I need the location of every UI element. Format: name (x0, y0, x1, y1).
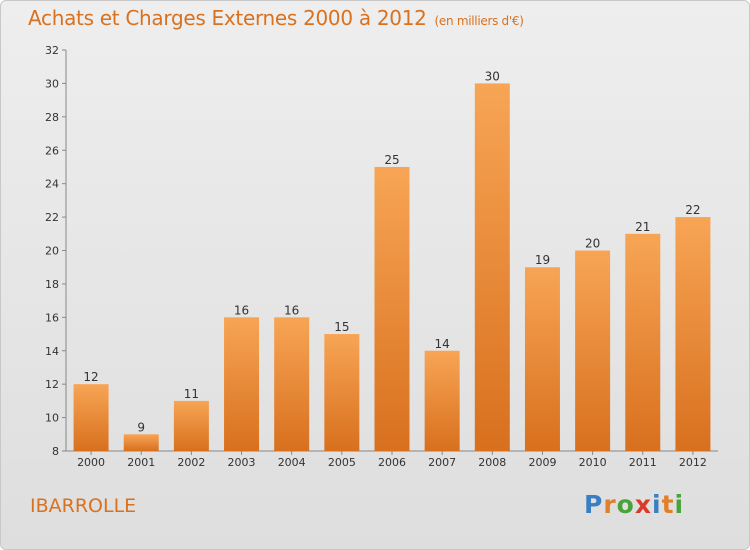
y-tick-label: 24 (45, 178, 59, 191)
bar (675, 217, 711, 451)
logo-letter: i (674, 490, 685, 519)
bar-value-label: 30 (485, 69, 500, 83)
bar (123, 434, 159, 451)
bar-value-label: 19 (535, 253, 550, 267)
x-tick-label: 2001 (127, 456, 155, 469)
y-tick-label: 20 (45, 245, 59, 258)
bar-value-label: 14 (435, 337, 450, 351)
logo-letter: r (603, 490, 617, 519)
bar (575, 250, 611, 451)
x-tick-label: 2002 (177, 456, 205, 469)
x-tick-label: 2005 (328, 456, 356, 469)
x-tick-label: 2012 (679, 456, 707, 469)
x-tick-label: 2011 (629, 456, 657, 469)
bar (324, 334, 360, 451)
chart-title-text: Achats et Charges Externes 2000 à 2012 (28, 6, 427, 30)
logo-letter: x (634, 490, 652, 519)
y-tick-label: 14 (45, 345, 59, 358)
bar (274, 317, 310, 451)
bar-value-label: 16 (284, 303, 299, 317)
bar (625, 233, 661, 451)
logo-letter: i (652, 490, 662, 519)
bar-value-label: 9 (137, 420, 145, 434)
x-tick-label: 2007 (428, 456, 456, 469)
proxiti-logo: Proxiti (584, 490, 684, 519)
y-tick-label: 28 (45, 111, 59, 124)
bar (173, 400, 209, 451)
bar-value-label: 20 (585, 237, 600, 251)
x-tick-label: 2010 (579, 456, 607, 469)
bar (424, 350, 460, 451)
y-tick-label: 22 (45, 211, 59, 224)
x-tick-label: 2006 (378, 456, 406, 469)
bar (224, 317, 260, 451)
logo-letter: t (661, 490, 675, 519)
y-tick-label: 12 (45, 378, 59, 391)
logo-letter: P (584, 490, 604, 519)
bar-value-label: 22 (685, 203, 700, 217)
bar (374, 166, 410, 452)
y-tick-label: 18 (45, 278, 59, 291)
chart-bars: 12 9 11 16 16 15 25 14 30 19 20 21 22 (73, 69, 711, 452)
bar-value-label: 11 (184, 387, 199, 401)
place-name: IBARROLLE (30, 495, 137, 517)
y-tick-label: 32 (45, 44, 59, 57)
bar (474, 83, 510, 452)
x-tick-label: 2009 (528, 456, 556, 469)
bar (73, 384, 109, 451)
bar-value-label: 15 (334, 320, 349, 334)
bar-value-label: 16 (234, 303, 249, 317)
x-tick-label: 2004 (278, 456, 306, 469)
y-tick-label: 8 (52, 445, 59, 458)
y-tick-label: 26 (45, 144, 59, 157)
x-tick-label: 2000 (77, 456, 105, 469)
bar-value-label: 25 (384, 153, 399, 167)
bar-value-label: 21 (635, 220, 650, 234)
y-tick-label: 30 (45, 77, 59, 90)
logo-letter: o (616, 490, 635, 519)
x-tick-label: 2008 (478, 456, 506, 469)
bar (524, 267, 560, 451)
y-tick-label: 16 (45, 311, 59, 324)
y-tick-label: 10 (45, 412, 59, 425)
chart-subtitle: (en milliers d'€) (434, 14, 524, 28)
bar-value-label: 12 (83, 370, 98, 384)
chart-title: Achats et Charges Externes 2000 à 2012 (e… (28, 6, 524, 30)
x-tick-label: 2003 (228, 456, 256, 469)
